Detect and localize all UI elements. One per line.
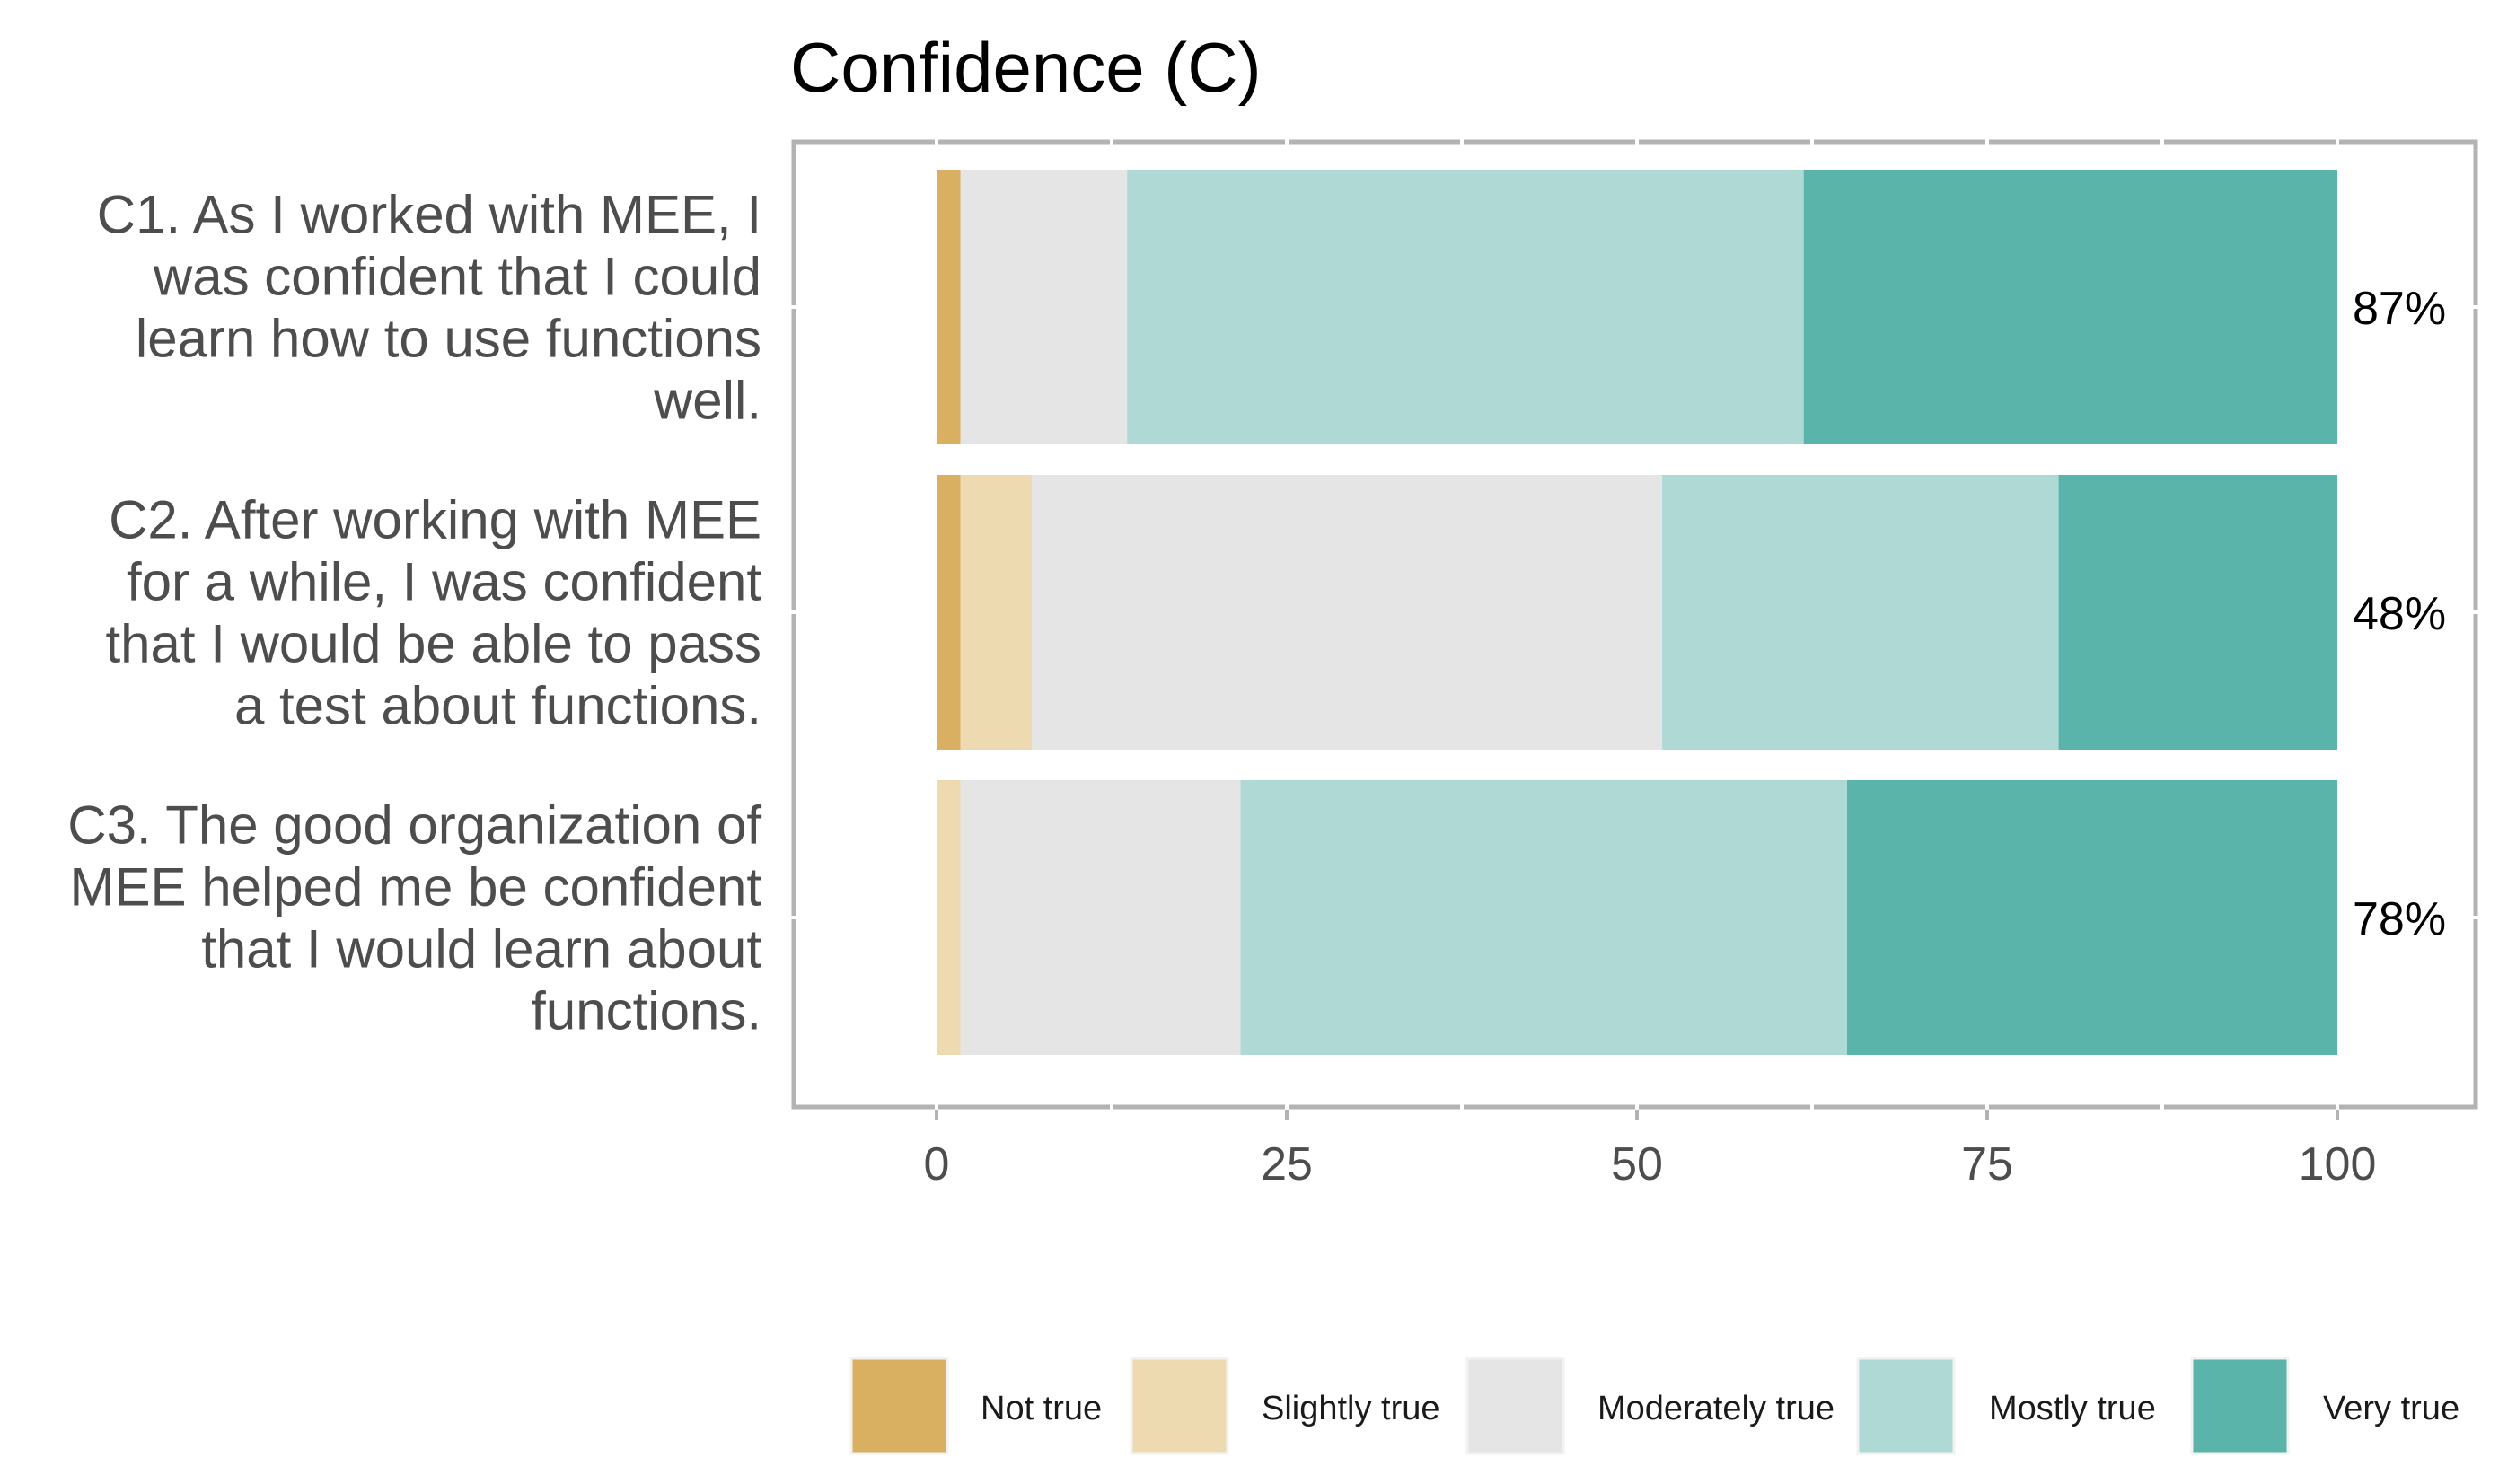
bar-c3-mostly-true bbox=[1240, 780, 1847, 1055]
plot-panel-border bbox=[791, 139, 2478, 1110]
category-label-line: that I would be able to pass bbox=[106, 614, 762, 674]
category-label-line: well. bbox=[653, 371, 761, 431]
category-label-line: for a while, I was confident bbox=[127, 552, 761, 612]
x-tick-label-4: 100 bbox=[2299, 1138, 2377, 1190]
percent-label-c2: 48% bbox=[2353, 588, 2446, 640]
category-label-line: learn how to use functions bbox=[136, 309, 761, 369]
bars bbox=[937, 170, 2337, 1055]
category-label-line: C1. As I worked with MEE, I bbox=[97, 185, 761, 245]
legend-label-very-true: Very true bbox=[2323, 1390, 2459, 1427]
legend: Not true Slightly true Moderately true Most… bbox=[849, 1357, 2459, 1455]
category-label-line: a test about functions. bbox=[234, 676, 761, 736]
legend-key-very-true bbox=[2190, 1357, 2290, 1455]
category-label-line: C2. After working with MEE bbox=[109, 490, 761, 550]
bar-c1-moderately-true bbox=[960, 170, 1128, 444]
legend-key-mostly-true bbox=[1856, 1357, 1956, 1455]
category-label-line: functions. bbox=[531, 981, 761, 1041]
bar-c1-not-true bbox=[937, 170, 961, 444]
x-tick-label-1: 25 bbox=[1261, 1138, 1313, 1190]
bar-c1-mostly-true bbox=[1127, 170, 1804, 444]
legend-key-not-true bbox=[849, 1357, 949, 1455]
x-tick-label-3: 75 bbox=[1961, 1138, 2013, 1190]
bar-c3-moderately-true bbox=[960, 780, 1241, 1055]
x-tick-label-2: 50 bbox=[1611, 1138, 1663, 1190]
legend-key-slightly-true bbox=[1130, 1357, 1229, 1455]
category-label-line: MEE helped me be confident bbox=[70, 857, 762, 918]
x-tick-label-0: 0 bbox=[924, 1138, 950, 1190]
percent-labels: 87% 48% 78% bbox=[2353, 283, 2446, 945]
category-label-line: C3. The good organization of bbox=[67, 795, 761, 856]
bar-c2-very-true bbox=[2058, 475, 2337, 750]
legend-key-moderately-true bbox=[1465, 1357, 1565, 1455]
x-axis-ticks: 0 25 50 75 100 bbox=[924, 1110, 2377, 1190]
chart-title: Confidence (C) bbox=[790, 28, 1262, 107]
category-label-line: was confident that I could bbox=[153, 247, 761, 307]
legend-label-not-true: Not true bbox=[981, 1390, 1102, 1427]
bar-c2-not-true bbox=[937, 475, 961, 750]
bar-c2-mostly-true bbox=[1662, 475, 2059, 750]
bar-c1-very-true bbox=[1803, 170, 2337, 444]
bar-c3-slightly-true bbox=[937, 780, 961, 1055]
category-label-c2: C2. After working with MEE for a while, I… bbox=[106, 490, 762, 736]
percent-label-c1: 87% bbox=[2353, 283, 2446, 335]
legend-label-moderately-true: Moderately true bbox=[1597, 1390, 1835, 1427]
category-label-c3: C3. The good organization of MEE helped m… bbox=[67, 795, 761, 1041]
bar-c3-very-true bbox=[1847, 780, 2337, 1055]
legend-label-slightly-true: Slightly true bbox=[1262, 1390, 1440, 1427]
bar-c2-slightly-true bbox=[960, 475, 1033, 750]
category-label-line: that I would learn about bbox=[201, 919, 761, 979]
legend-label-mostly-true: Mostly true bbox=[1989, 1390, 2156, 1427]
bar-c2-moderately-true bbox=[1032, 475, 1663, 750]
percent-label-c3: 78% bbox=[2353, 893, 2446, 945]
